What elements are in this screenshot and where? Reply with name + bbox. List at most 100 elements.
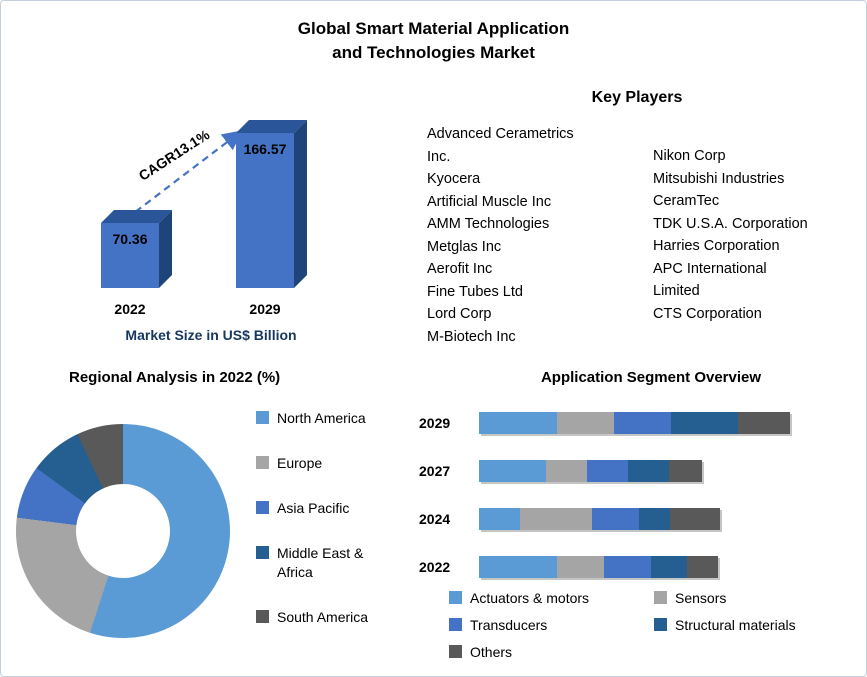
segment-bar — [479, 460, 702, 482]
bar-segment — [587, 460, 628, 482]
legend-item: Sensors — [654, 589, 864, 608]
legend-swatch — [654, 618, 667, 631]
bar-segment — [546, 460, 587, 482]
legend-item: Structural materials — [654, 616, 864, 635]
bar-value-label: 166.57 — [243, 141, 287, 157]
key-player-line: Limited — [653, 283, 700, 299]
key-players-columns: Advanced Cerametrics Inc. Kyocera Artificia… — [421, 123, 853, 348]
bar-year-label: 2029 — [249, 301, 281, 317]
market-bar: 70.36 — [101, 210, 172, 288]
bar-segment — [651, 556, 687, 578]
legend-swatch — [256, 411, 269, 424]
key-player-line: Artificial Muscle Inc — [427, 193, 552, 210]
legend-label: Sensors — [675, 590, 727, 606]
bar-segment — [670, 508, 720, 530]
segment-year-label: 2027 — [419, 463, 451, 479]
stacked-bar-row: 2029 — [419, 411, 790, 435]
legend-item: Europe — [256, 454, 388, 473]
key-player-line: Lord Corp — [427, 306, 492, 322]
legend-item: Actuators & motors — [449, 589, 654, 608]
bar-segment — [604, 556, 651, 578]
regional-heading: Regional Analysis in 2022 (%) — [69, 369, 281, 386]
key-players-heading: Key Players — [591, 89, 683, 106]
legend-label: Others — [470, 644, 513, 660]
market-size-chart: CAGR13.1% 70.36 2022 166.57 2029 Market Siz… — [56, 101, 366, 351]
key-player-line: AMM Technologies — [427, 216, 550, 232]
page-title-line1: Global Smart Material Application — [297, 19, 570, 38]
cagr-annotation: CAGR13.1% — [135, 126, 213, 184]
bar-segment — [738, 412, 790, 434]
regional-donut-chart — [16, 424, 230, 638]
legend-swatch — [256, 456, 269, 469]
market-bar: 166.57 — [236, 120, 307, 288]
legend-swatch — [256, 546, 269, 559]
bar-side-face — [294, 120, 307, 288]
key-player-line: Harries Corporation — [653, 238, 780, 254]
bar-side-face — [159, 210, 172, 288]
key-player-line: CeramTec — [653, 193, 720, 209]
legend-item: Middle East & Africa — [256, 544, 388, 582]
key-player-line: Fine Tubes Ltd — [427, 283, 523, 300]
legend-swatch — [256, 610, 269, 623]
donut-hole — [76, 484, 170, 578]
key-player-line: M-Biotech Inc — [427, 328, 516, 345]
bar-segment — [479, 412, 557, 434]
bar-segment — [614, 412, 671, 434]
bar-segment — [557, 412, 614, 434]
key-player-line: Aerofit Inc — [427, 261, 493, 277]
bar-year-label: 2022 — [114, 301, 146, 317]
bar-segment — [520, 508, 592, 530]
bar-front-face — [236, 133, 294, 288]
bar-front-face — [101, 223, 159, 288]
legend-label: North America — [277, 410, 366, 426]
stacked-bar-row: 2022 — [419, 555, 790, 579]
segments-heading: Application Segment Overview — [540, 369, 762, 386]
key-players-col1: Advanced Cerametrics Inc. Kyocera Artificia… — [427, 123, 653, 348]
key-player-line: Nikon Corp — [653, 148, 726, 164]
segment-bar — [479, 556, 718, 578]
legend-swatch — [256, 501, 269, 514]
regional-legend: North America Europe Asia Pacific Middle Ea… — [256, 409, 388, 627]
legend-swatch — [449, 618, 462, 631]
bar-segment — [479, 556, 557, 578]
key-player-line: Mitsubishi Industries — [653, 170, 785, 187]
bar-value-label: 70.36 — [112, 231, 148, 247]
bar-segment — [479, 460, 546, 482]
stacked-bar-row: 2027 — [419, 459, 790, 483]
page-title-line2: and Technologies Market — [332, 43, 535, 62]
bar-segment — [639, 508, 670, 530]
legend-swatch — [449, 645, 462, 658]
legend-label: Middle East & Africa — [277, 545, 364, 580]
legend-item: North America — [256, 409, 388, 428]
market-chart-caption: Market Size in US$ Billion — [125, 327, 297, 343]
segment-legend: Actuators & motors Sensors Transducers Stru… — [449, 589, 864, 662]
segment-bar — [479, 508, 720, 530]
bar-segment — [628, 460, 669, 482]
bar-segment — [592, 508, 639, 530]
segment-bar — [479, 412, 790, 434]
segment-rows: 2029 2027 2024 2022 — [419, 411, 790, 603]
key-player-line: CTS Corporation — [653, 305, 762, 322]
legend-label: Europe — [277, 455, 323, 471]
legend-item: Others — [449, 643, 654, 662]
legend-swatch — [654, 591, 667, 604]
segment-year-label: 2024 — [419, 511, 451, 527]
stacked-bar-row: 2024 — [419, 507, 790, 531]
bar-segment — [557, 556, 604, 578]
key-players-col2: Nikon Corp Mitsubishi Industries CeramTec T… — [653, 145, 853, 348]
legend-item: South America — [256, 608, 388, 627]
legend-swatch — [449, 591, 462, 604]
key-players-section: Key Players Advanced Cerametrics Inc. Kyoc… — [421, 89, 853, 348]
key-player-line: Advanced Cerametrics — [427, 126, 574, 142]
legend-item: Transducers — [449, 616, 654, 635]
bar-segment — [479, 508, 520, 530]
bar-segment — [669, 460, 702, 482]
legend-label: Actuators & motors — [470, 590, 590, 606]
bar-segment — [671, 412, 738, 434]
segment-year-label: 2022 — [419, 559, 451, 575]
legend-item: Asia Pacific — [256, 499, 388, 518]
key-player-line: Metglas Inc — [427, 238, 502, 255]
key-player-line: Kyocera — [427, 171, 481, 187]
key-player-line: TDK U.S.A. Corporation — [653, 215, 808, 232]
page-title: Global Smart Material Application and Te… — [1, 17, 866, 65]
